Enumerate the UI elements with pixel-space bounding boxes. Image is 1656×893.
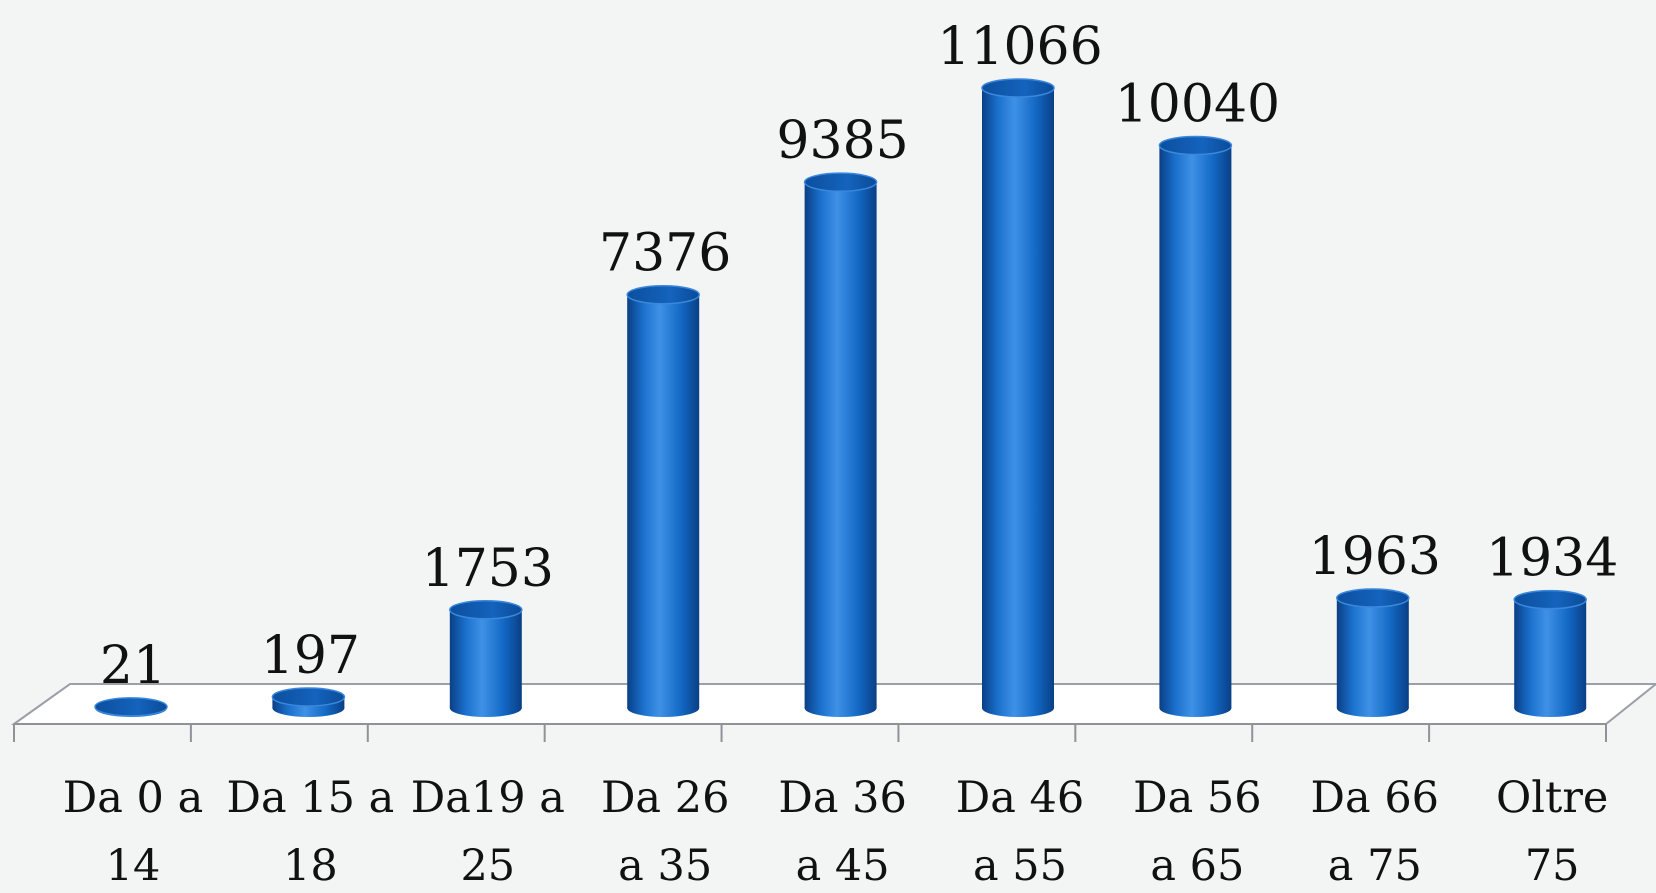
data-label-2: 1753 [422,539,554,599]
category-label-0-line-0: Da 0 a [63,773,203,823]
category-label-1-line-1: 18 [283,841,338,891]
bar-6 [1158,135,1233,717]
category-label-2-line-0: Da19 a [411,773,565,823]
data-label-6: 10040 [1115,74,1280,134]
bar-base [449,699,522,717]
bar-top [94,697,168,717]
category-label-1-line-0: Da 15 a [226,773,394,823]
bar-base [1159,699,1232,717]
category-label-7-line-1: a 75 [1328,841,1422,891]
category-label-5-line-1: a 55 [973,841,1067,891]
bar-0 [94,697,168,717]
data-label-0: 21 [100,636,166,696]
bar-top [1513,589,1587,610]
category-label-2-line-1: 25 [460,841,515,891]
category-label-3-line-0: Da 26 [601,773,730,823]
data-label-1: 197 [261,626,360,686]
bar-top [1158,135,1233,156]
bar-base [1336,699,1409,717]
bar-body [1336,598,1409,708]
category-label-0-line-1: 14 [106,841,161,891]
bar-8 [1513,589,1587,717]
bar-top [449,600,523,620]
bar-body [804,182,877,708]
data-label-3: 7376 [599,224,731,284]
category-label-5-line-0: Da 46 [956,773,1085,823]
data-label-5: 11066 [937,17,1102,77]
bar-1 [271,687,346,717]
category-label-6-line-0: Da 56 [1133,773,1262,823]
data-label-4: 9385 [776,111,908,171]
bar-top [1336,588,1410,608]
bar-4 [803,172,878,717]
bar-body [1514,599,1587,708]
category-label-7-line-0: Da 66 [1311,773,1440,823]
bar-body [449,609,522,708]
bar-top [803,172,878,192]
category-label-4-line-1: a 45 [796,841,890,891]
bar-base [627,699,700,717]
bar-5 [981,78,1055,717]
bar-base [804,699,877,717]
bar-2 [449,600,523,717]
bar-base [1514,699,1587,717]
data-label-8: 1934 [1486,529,1618,589]
category-label-8-line-1: 75 [1525,841,1580,891]
bar-body [627,294,700,708]
data-label-7: 1963 [1309,527,1441,587]
bar-7 [1336,588,1410,717]
category-label-3-line-1: a 35 [618,841,712,891]
bar-top [271,687,346,707]
bar-body [982,88,1054,708]
bar-3 [626,284,700,717]
bar-top [981,78,1055,98]
bar-top [626,284,700,305]
category-label-4-line-0: Da 36 [778,773,907,823]
category-label-6-line-1: a 65 [1150,841,1244,891]
bar-body [1159,145,1232,708]
category-label-8-line-0: Oltre [1496,773,1608,823]
bar-base [982,699,1054,717]
